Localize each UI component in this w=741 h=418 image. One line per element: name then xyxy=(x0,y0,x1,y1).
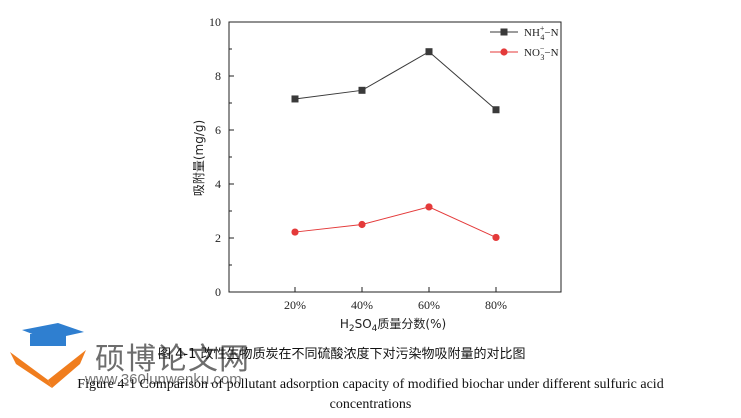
data-point-square xyxy=(358,86,366,94)
data-point-circle xyxy=(492,233,500,242)
data-point-square xyxy=(425,48,433,56)
chart-marks xyxy=(291,48,500,242)
watermark-text: 硕博论文网 xyxy=(95,342,250,377)
plot-frame xyxy=(228,21,562,293)
line-chart: 0 2 4 6 8 10 20% 40% 60% 80% NH+ 4−N NO− 3−N 吸附量(mg/… xyxy=(192,15,562,334)
legend-label: NH+ 4−N xyxy=(524,24,559,42)
y-tick-label: 8 xyxy=(215,69,221,83)
series-line-0 xyxy=(294,51,497,111)
data-point-circle xyxy=(425,203,433,211)
x-axis-label: H2SO4质量分数(%) xyxy=(340,316,446,334)
legend-label: NO− 3−N xyxy=(524,44,559,62)
data-point-circle xyxy=(291,228,299,236)
series-line-1 xyxy=(294,206,497,238)
y-tick-label: 2 xyxy=(215,231,221,245)
watermark-logo-icon xyxy=(8,322,88,397)
figure-caption-chinese: 图 4-1 改性生物质炭在不同硫酸浓度下对污染物吸附量的对比图 xyxy=(158,347,526,362)
y-tick-label: 4 xyxy=(215,177,221,191)
figure-caption-english: Figure 4-1 Comparison of pollutant adsor… xyxy=(0,375,741,415)
x-tick-label: 80% xyxy=(485,298,507,312)
x-tick-label: 20% xyxy=(284,298,306,312)
y-axis-label: 吸附量(mg/g) xyxy=(192,120,206,196)
watermark-url: www.360lunwenku.com xyxy=(85,371,242,388)
legend-marker-square xyxy=(500,28,508,36)
caption-english-line-1: Figure 4-1 Comparison of pollutant adsor… xyxy=(77,377,664,392)
caption-english-line-2: concentrations xyxy=(329,397,412,412)
data-point-circle xyxy=(358,220,366,229)
y-tick-label: 0 xyxy=(215,285,221,299)
chart-axes: 0 2 4 6 8 10 20% 40% 60% 80% xyxy=(209,15,562,312)
y-tick-label: 6 xyxy=(215,123,221,137)
x-tick-label: 60% xyxy=(418,298,440,312)
x-tick-label: 40% xyxy=(351,298,373,312)
chart-legend: NH+ 4−N NO− 3−N xyxy=(490,24,559,62)
data-point-square xyxy=(492,106,500,114)
data-point-square xyxy=(291,95,299,103)
y-tick-label: 10 xyxy=(209,15,221,29)
legend-marker-circle xyxy=(500,48,508,56)
